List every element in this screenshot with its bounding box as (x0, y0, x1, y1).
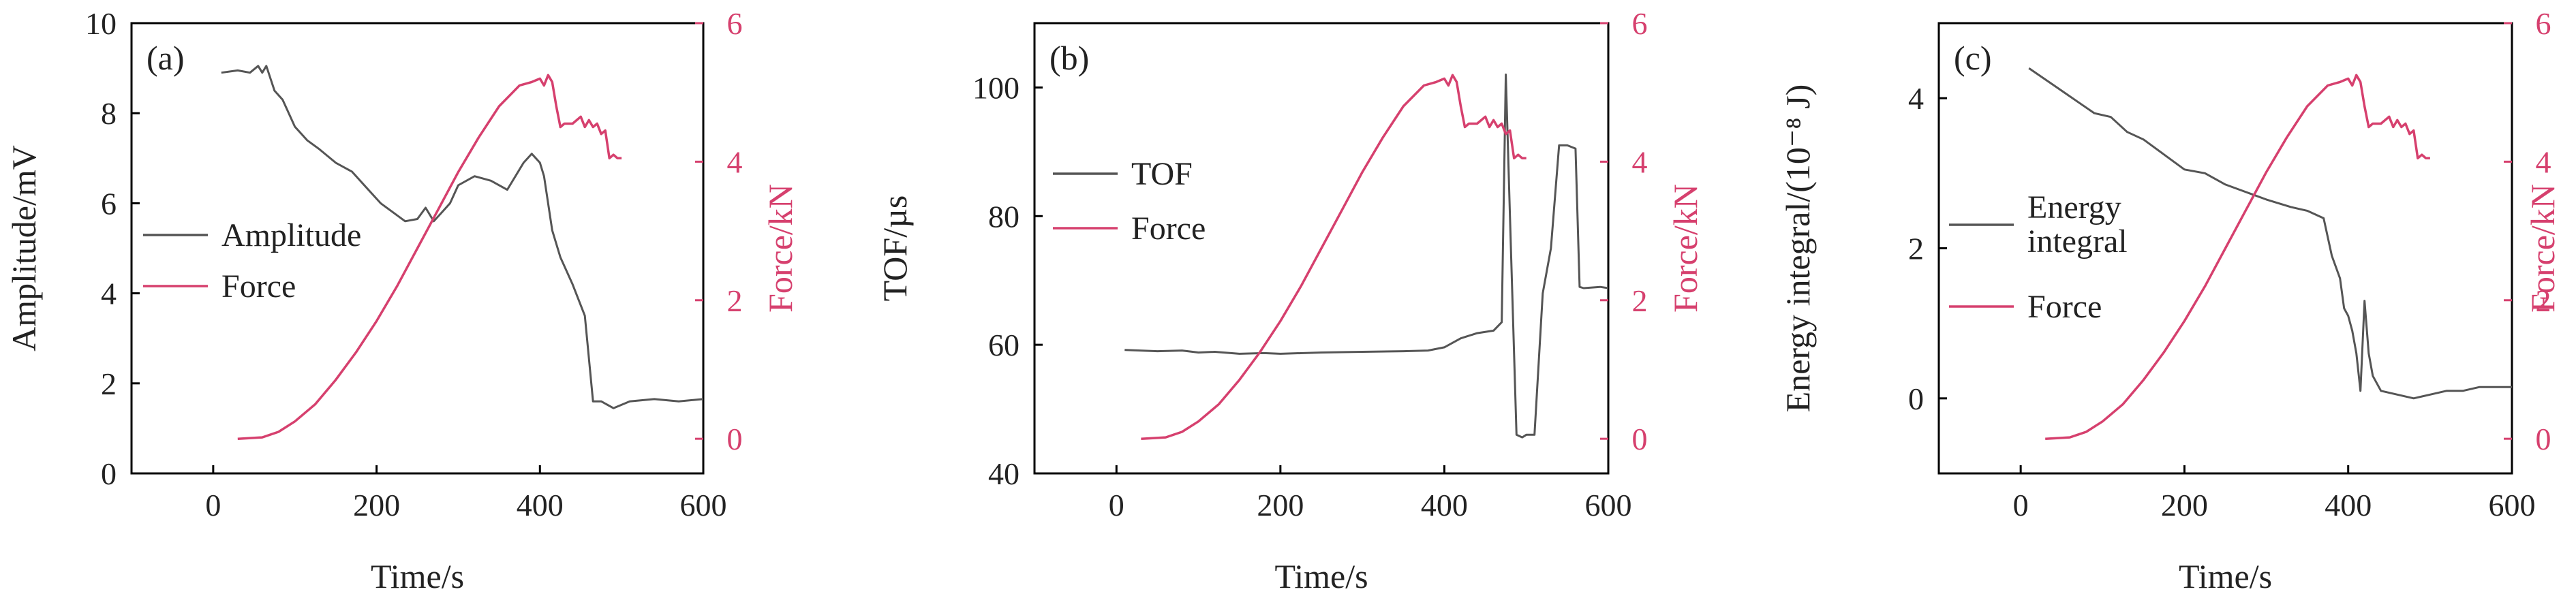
legend-label-line2: integral (2027, 223, 2128, 260)
y-axis-title: TOF/µs (876, 195, 914, 302)
primary-series-line (1124, 74, 1609, 439)
y2-tick-label: 2 (727, 283, 743, 318)
y2-axis-title: Force/kN (2524, 184, 2562, 313)
panel-label: (a) (147, 39, 185, 77)
x-tick-label: 200 (2161, 488, 2208, 522)
y-axis-title: Amplitude/mV (5, 145, 43, 351)
x-tick-label: 400 (2325, 488, 2372, 522)
panel-label: (b) (1049, 39, 1089, 77)
x-axis-title: Time/s (2179, 557, 2272, 595)
y-tick-label: 0 (101, 456, 117, 491)
legend-label: Force (221, 268, 296, 304)
y-tick-label: 2 (1908, 232, 1924, 266)
y2-tick-label: 0 (2536, 422, 2551, 456)
x-axis-title: Time/s (1274, 557, 1368, 595)
legend-label: Force (2027, 289, 2102, 325)
y-tick-label: 4 (101, 277, 117, 311)
x-tick-label: 600 (2489, 488, 2536, 522)
panel-b: 0 200 400 600 40 60 80 100 0 2 4 6 Time/s TOF/µs Force… (876, 6, 1704, 595)
x-tick-label: 400 (1421, 488, 1468, 522)
y-tick-label: 40 (988, 456, 1019, 491)
y2-tick-label: 2 (1632, 283, 1648, 318)
y-tick-label: 4 (1908, 81, 1924, 116)
x-tick-label: 200 (1257, 488, 1304, 522)
y2-tick-label: 0 (727, 422, 743, 456)
x-tick-label: 600 (680, 488, 727, 522)
legend-label: TOF (1131, 156, 1193, 192)
y2-tick-label: 2 (2536, 283, 2551, 318)
y-tick-label: 80 (988, 199, 1019, 234)
y-tick-label: 2 (101, 366, 117, 401)
y-tick-label: 0 (1908, 381, 1924, 416)
y2-tick-label: 6 (727, 6, 743, 41)
y2-tick-label: 4 (2536, 144, 2551, 179)
y-tick-label: 8 (101, 96, 117, 131)
y2-tick-label: 6 (2536, 6, 2551, 41)
force-series-line (237, 74, 622, 440)
x-tick-label: 0 (2013, 488, 2029, 522)
y2-axis-title: Force/kN (1666, 184, 1704, 313)
plot-frame (130, 22, 705, 475)
legend-label: Energy (2027, 189, 2121, 225)
primary-series-line (2028, 67, 2512, 400)
force-series-line (2045, 74, 2430, 440)
y2-tick-label: 0 (1632, 422, 1648, 456)
x-tick-label: 200 (353, 488, 400, 522)
y-tick-label: 6 (101, 186, 117, 221)
x-axis-title: Time/s (371, 557, 464, 595)
y2-tick-label: 6 (1632, 6, 1648, 41)
x-tick-label: 400 (517, 488, 564, 522)
x-tick-label: 0 (205, 488, 221, 522)
legend-label: Force (1131, 210, 1206, 247)
primary-series-line (221, 65, 704, 409)
force-series-line (1141, 74, 1527, 440)
x-tick-label: 0 (1109, 488, 1124, 522)
y-tick-label: 60 (988, 328, 1019, 362)
plot-frame (1033, 22, 1610, 475)
y-tick-label: 10 (85, 6, 117, 41)
y-tick-label: 100 (972, 70, 1019, 105)
y2-axis-title: Force/kN (761, 184, 799, 313)
panel-label: (c) (1954, 39, 1992, 77)
y2-tick-label: 4 (1632, 144, 1648, 179)
legend-label: Amplitude (221, 217, 361, 253)
x-tick-label: 600 (1585, 488, 1632, 522)
y2-tick-label: 4 (727, 144, 743, 179)
y-axis-title: Energy integral/(10⁻⁸ J) (1779, 84, 1817, 413)
